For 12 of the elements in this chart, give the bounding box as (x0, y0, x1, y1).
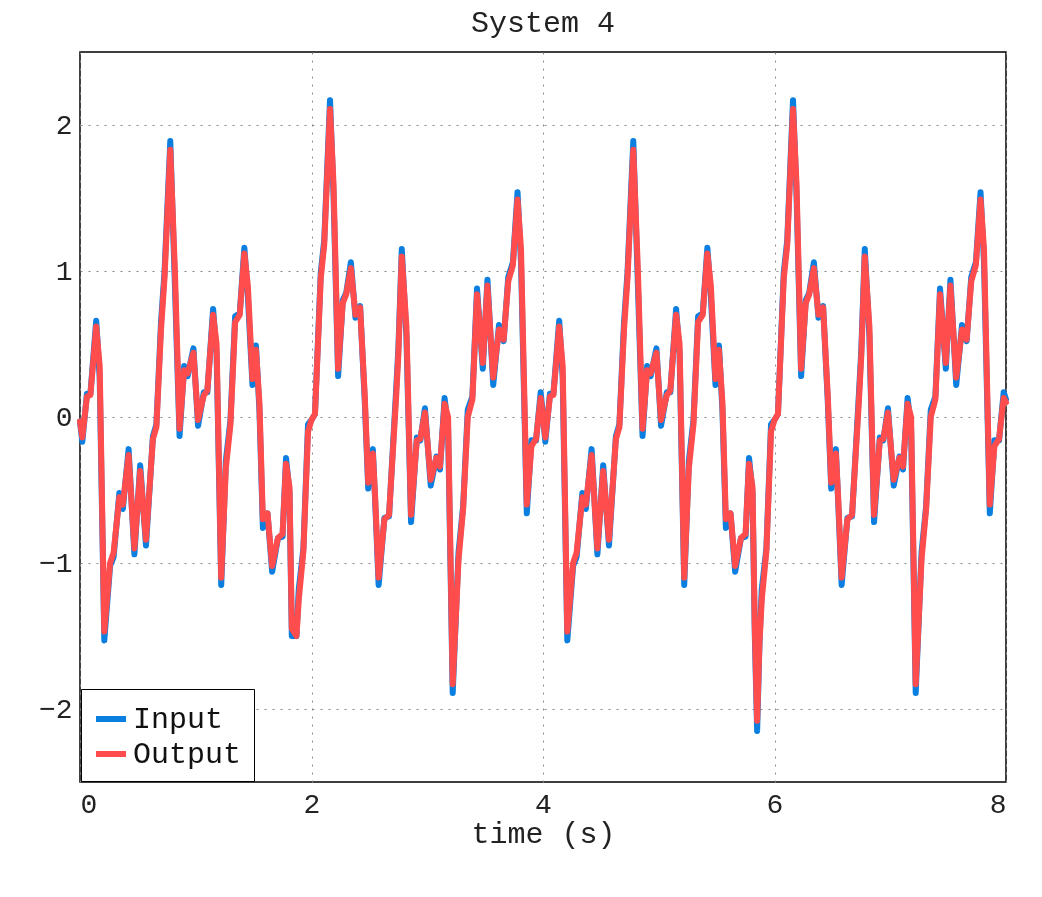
legend-label: Input (133, 703, 224, 737)
y-tick-label: −1 (38, 548, 73, 580)
y-tick-label: 0 (55, 402, 73, 434)
x-tick-label: 0 (80, 789, 98, 821)
y-tick-label: 2 (55, 110, 73, 142)
chart-title: System 4 (470, 7, 616, 41)
legend-label: Output (133, 738, 242, 772)
y-tick-label: 1 (55, 256, 73, 288)
y-tick-label: −2 (38, 694, 73, 726)
x-tick-label: 2 (303, 789, 321, 821)
x-tick-label: 6 (766, 789, 784, 821)
x-tick-label: 8 (989, 789, 1007, 821)
